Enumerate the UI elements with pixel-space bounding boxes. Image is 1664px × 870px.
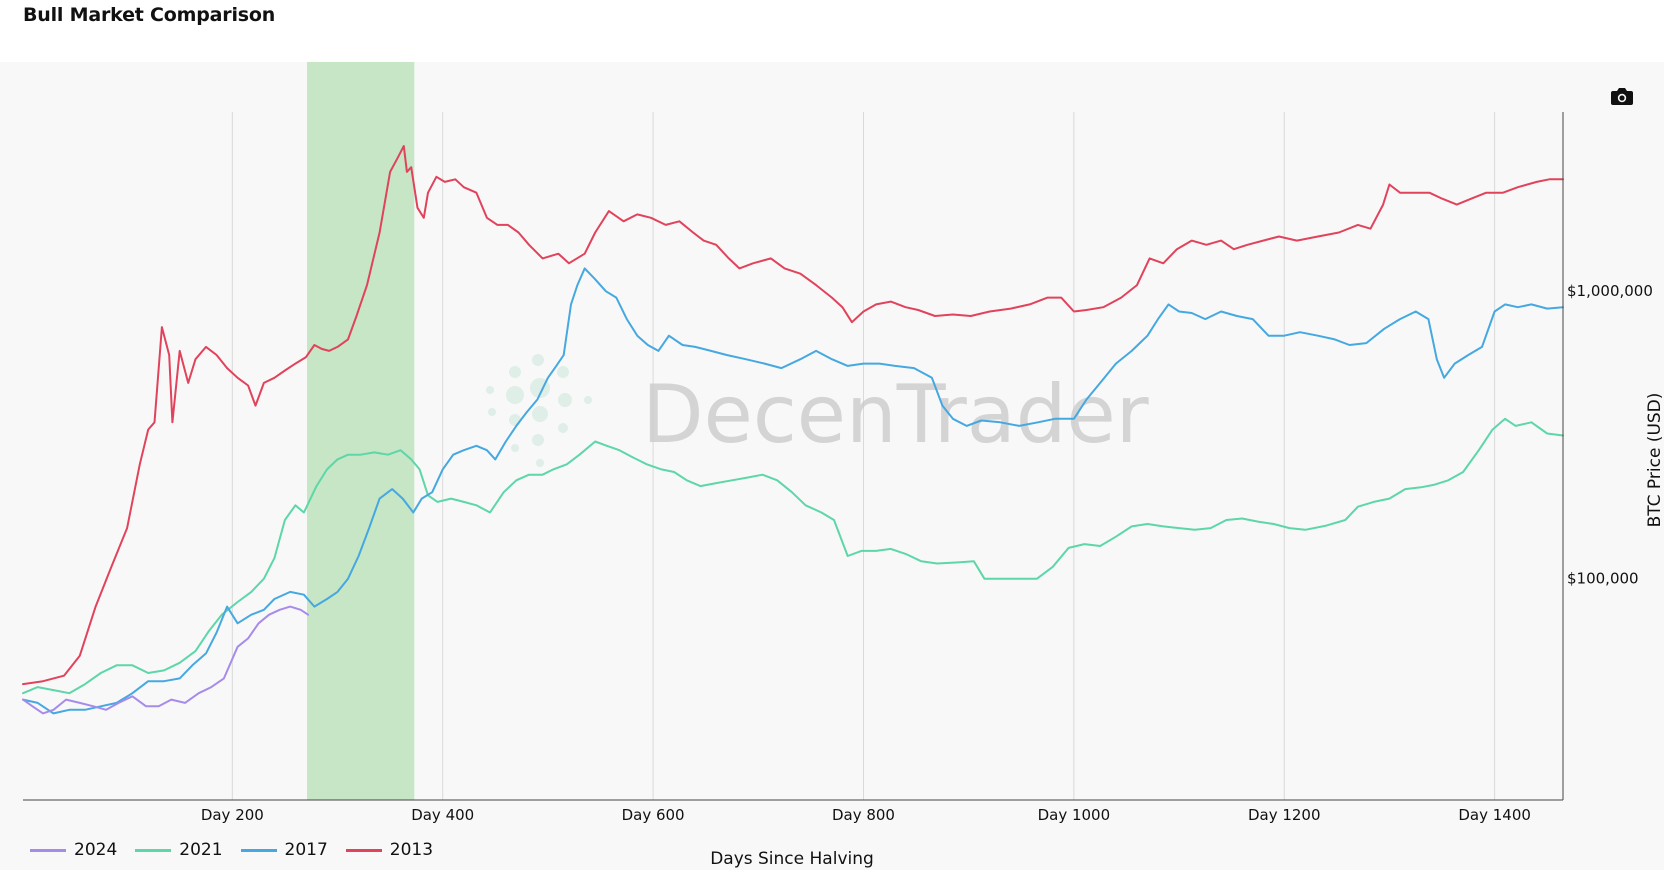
chart-legend: 2024 2021 2017 2013 — [30, 840, 433, 860]
legend-swatch — [135, 848, 172, 852]
y-tick-label: $1,000,000 — [1567, 282, 1653, 300]
watermark-text: DecenTrader — [642, 368, 1149, 461]
legend-item-2017[interactable]: 2017 — [240, 840, 328, 860]
legend-item-2021[interactable]: 2021 — [135, 840, 223, 860]
legend-label: 2021 — [179, 840, 223, 860]
x-tick-label: Day 1400 — [1458, 806, 1531, 824]
x-axis-title: Days Since Halving — [710, 849, 874, 869]
chart-panel — [0, 62, 1664, 870]
series-line-2021 — [22, 417, 1564, 695]
watermark-logo-dots — [486, 354, 592, 467]
series-line-2013 — [22, 145, 1564, 686]
axes-layer: Day 200 Day 400 Day 600 Day 800 Day 1000 Day … — [23, 112, 1653, 824]
x-tick-label: Day 400 — [411, 806, 474, 824]
watermark: DecenTrader — [486, 354, 1149, 467]
page-title: Bull Market Comparison — [23, 4, 276, 26]
x-tick-label: Day 600 — [622, 806, 685, 824]
x-tick-label: Day 1000 — [1038, 806, 1111, 824]
legend-item-2013[interactable]: 2013 — [345, 840, 434, 860]
x-tick-label: Day 800 — [832, 806, 895, 824]
series-line-2024 — [22, 605, 310, 715]
y-tick-label: $100,000 — [1567, 570, 1639, 588]
legend-label: 2024 — [74, 840, 118, 860]
legend-swatch — [345, 848, 382, 852]
y-axis-title: BTC Price (USD) — [1645, 393, 1664, 528]
highlight-band — [307, 62, 415, 800]
legend-label: 2013 — [389, 840, 434, 860]
legend-label: 2017 — [284, 840, 328, 860]
legend-swatch — [30, 848, 66, 852]
x-tick-label: Day 200 — [201, 806, 264, 824]
camera-icon[interactable] — [1610, 86, 1634, 106]
gridlines-layer — [231, 112, 1496, 800]
x-tick-label: Day 1200 — [1248, 806, 1321, 824]
highlight-band-layer — [307, 62, 415, 800]
legend-swatch — [240, 848, 277, 852]
legend-item-2024[interactable]: 2024 — [30, 840, 117, 860]
series-line-2017 — [22, 267, 1564, 715]
series-layer — [22, 145, 1564, 715]
